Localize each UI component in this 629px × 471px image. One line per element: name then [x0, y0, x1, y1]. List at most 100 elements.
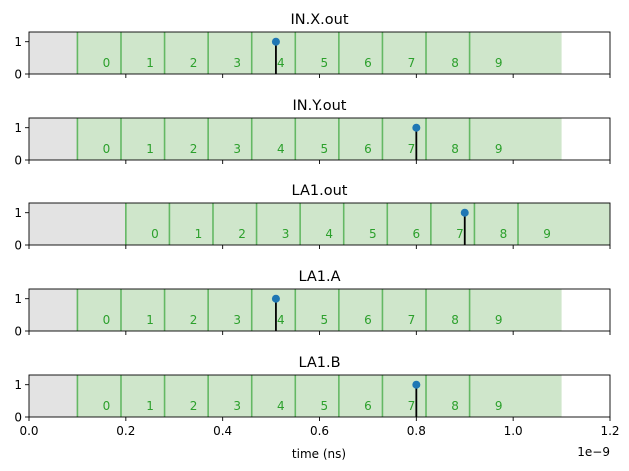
band	[426, 32, 470, 74]
band	[164, 289, 209, 331]
x-tick-label: 1.2	[600, 424, 619, 438]
x-tick-label: 0.8	[407, 424, 426, 438]
band	[77, 32, 121, 74]
subplot-plot-area: 0 1 2 3 4 5 6 7 8 9	[29, 32, 562, 74]
band	[251, 375, 296, 417]
band	[295, 375, 339, 417]
band	[120, 118, 165, 160]
x-axis: 0.0 0.2 0.4 0.6 0.8 1.0 1.2	[19, 424, 619, 438]
band	[300, 203, 344, 245]
panels: 0 1 2 3 4 5 6 7 8 9 IN.X.out 0 1 0 1 2 3 4 5 6 7 8 9 IN.Y.out 0 1…	[14, 12, 611, 425]
band-label: 8	[451, 142, 459, 156]
band	[120, 289, 165, 331]
band-label: 9	[495, 399, 503, 413]
band	[430, 203, 475, 245]
band-label: 5	[321, 142, 329, 156]
band	[164, 32, 209, 74]
band	[251, 289, 296, 331]
band-label: 3	[282, 227, 290, 241]
band	[382, 118, 427, 160]
band-label: 1	[146, 313, 154, 327]
band-label: 8	[451, 56, 459, 70]
subplot-plot-area: 0 1 2 3 4 5 6 7 8 9	[29, 203, 610, 245]
band	[212, 203, 257, 245]
gray-region	[29, 32, 78, 74]
y-tick-label: 0	[14, 325, 22, 339]
subplot-title: IN.X.out	[290, 12, 348, 28]
band-label: 3	[233, 399, 241, 413]
band	[469, 118, 562, 160]
band-label: 6	[364, 399, 372, 413]
y-tick-label: 1	[14, 121, 22, 135]
subplot: 0 1 2 3 4 5 6 7 8 9 LA1.out 0 1	[14, 183, 611, 253]
band-label: 8	[451, 399, 459, 413]
subplot-title: LA1.out	[292, 183, 348, 199]
band-label: 4	[277, 399, 285, 413]
band-label: 1	[195, 227, 203, 241]
band	[77, 289, 121, 331]
band-label: 6	[413, 227, 421, 241]
band	[251, 32, 296, 74]
band-label: 7	[408, 56, 416, 70]
y-tick-label: 0	[14, 154, 22, 168]
event-marker	[460, 208, 469, 217]
band-label: 1	[146, 142, 154, 156]
band	[295, 32, 339, 74]
subplot-title: IN.Y.out	[292, 98, 346, 114]
y-tick-label: 1	[14, 35, 22, 49]
band-label: 0	[103, 56, 111, 70]
y-tick-label: 1	[14, 206, 22, 220]
band-label: 6	[364, 313, 372, 327]
x-tick-label: 0.6	[310, 424, 329, 438]
band	[208, 289, 252, 331]
band-label: 8	[500, 227, 508, 241]
band-label: 3	[233, 56, 241, 70]
subplot-title: LA1.A	[298, 269, 340, 285]
band-label: 4	[277, 142, 285, 156]
event-marker	[271, 294, 280, 303]
x-axis-offset-label: 1e−9	[577, 445, 610, 459]
band-label: 3	[233, 142, 241, 156]
band-label: 1	[146, 399, 154, 413]
band-label: 1	[146, 56, 154, 70]
y-tick-label: 0	[14, 68, 22, 82]
band-label: 2	[190, 56, 198, 70]
band	[469, 32, 562, 74]
band	[518, 203, 610, 245]
band-label: 8	[451, 313, 459, 327]
event-marker	[271, 37, 280, 46]
subplot-title: LA1.B	[298, 355, 340, 371]
subplot: 0 1 2 3 4 5 6 7 8 9 LA1.A 0 1	[14, 269, 611, 339]
band-label: 5	[369, 227, 377, 241]
subplot-plot-area: 0 1 2 3 4 5 6 7 8 9	[29, 118, 562, 160]
band	[77, 375, 121, 417]
event-marker	[412, 380, 421, 389]
band-label: 0	[151, 227, 159, 241]
subplot: 0 1 2 3 4 5 6 7 8 9 LA1.B 0 1	[14, 355, 611, 425]
x-axis-label: time (ns)	[292, 447, 346, 461]
band	[120, 32, 165, 74]
band	[295, 289, 339, 331]
band	[426, 375, 470, 417]
band	[251, 118, 296, 160]
gray-region	[29, 375, 78, 417]
band	[295, 118, 339, 160]
band-label: 5	[321, 313, 329, 327]
band	[208, 375, 252, 417]
band	[256, 203, 301, 245]
band	[474, 203, 519, 245]
band	[338, 118, 383, 160]
band	[120, 375, 165, 417]
x-tick-label: 0.4	[213, 424, 232, 438]
band	[382, 289, 427, 331]
band-label: 0	[103, 313, 111, 327]
band-label: 2	[238, 227, 246, 241]
x-tick-label: 0.2	[116, 424, 135, 438]
band	[77, 118, 121, 160]
band	[382, 375, 427, 417]
band	[338, 289, 383, 331]
gray-region	[29, 289, 78, 331]
band-label: 7	[408, 142, 416, 156]
band-label: 4	[325, 227, 333, 241]
